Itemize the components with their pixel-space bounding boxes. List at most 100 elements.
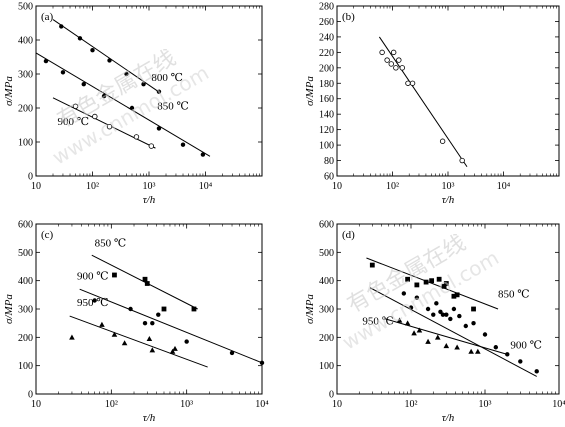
x-tick-label: 10² [386,181,399,192]
data-point [60,70,66,75]
data-point [425,306,431,312]
fit-line [366,257,499,310]
data-point [259,360,265,366]
data-point [149,347,156,353]
data-point [416,327,423,333]
y-tick-label: 200 [18,104,33,115]
data-point [425,338,431,344]
data-point [434,334,441,340]
y-tick-label: 140 [319,110,334,121]
series-a-2 [35,52,211,157]
data-point [169,348,176,354]
data-point [454,344,460,350]
x-tick-label: 10⁴ [552,399,565,410]
data-point [441,283,447,289]
data-point [451,306,457,312]
y-tick-label: 0 [28,172,33,183]
series-annotation: 950 ℃ [77,297,109,309]
x-axis-label: τ/h [143,194,156,206]
data-point [92,298,97,303]
fit-line [69,315,208,368]
data-point [401,291,407,296]
fit-line [79,288,263,364]
data-point [457,313,462,319]
series-annotation: 900 ℃ [77,270,109,282]
y-tick-label: 260 [319,17,334,28]
x-axis-label: τ/h [143,412,156,424]
data-point [411,330,417,336]
data-point [414,295,420,300]
data-point [443,281,449,286]
fit-line [385,318,508,355]
data-point [99,321,105,327]
y-tick-label: 600 [319,220,334,231]
panel-label: (c) [41,229,54,241]
y-tick-label: 240 [319,32,334,43]
data-point [144,281,150,286]
data-point [396,57,402,63]
x-tick-label: 10⁴ [199,181,213,192]
y-tick-label: 160 [319,94,334,105]
data-point [200,152,206,157]
x-axis-label: τ/h [442,194,455,206]
data-point [390,49,397,56]
x-tick-label: 10³ [479,399,492,410]
series-b-1 [378,36,468,168]
series-c-3 [69,315,208,368]
data-point [156,312,161,317]
series-annotation: 850 ℃ [95,238,127,250]
series-annotation: 950 ℃ [362,316,394,328]
fit-line [52,19,161,94]
y-tick-label: 0 [329,390,334,401]
data-point [409,80,416,86]
y-axis-label: σ/MPa [3,294,15,324]
y-tick-label: 120 [319,125,334,136]
data-point [482,332,488,337]
data-point [405,80,411,86]
y-tick-label: 300 [319,305,334,316]
data-point [468,348,474,354]
data-point [142,276,148,282]
series-d-2 [369,287,539,377]
y-tick-label: 180 [319,79,334,90]
data-point [393,65,399,71]
y-tick-label: 400 [18,276,33,287]
data-point [369,262,375,268]
fit-line [52,97,156,149]
data-point [81,82,86,87]
data-point [128,306,133,312]
panel-label: (d) [342,229,355,241]
data-point [451,293,457,299]
data-point [43,58,49,64]
fit-line [378,36,468,168]
data-point [146,335,153,341]
x-tick-label: 10³ [180,399,193,410]
chart-panel-c: 0 100 200 300 400 500 600 10 10² 10³ 10⁴ τ/h σ/MPa (c… [3,220,269,425]
data-point [408,305,414,310]
data-point [440,312,446,317]
data-point [404,320,411,326]
data-point [414,282,420,288]
chart-panel-d: 0 100 200 300 400 500 600 10 10² 10³ 10⁴ τ/h σ/MPa (d… [304,220,565,425]
data-point [518,359,523,364]
y-axis-label: σ/MPa [304,76,316,106]
data-point [471,320,476,326]
y-tick-label: 300 [18,70,33,81]
x-axis-label: τ/h [442,412,455,424]
series-d-1 [366,257,499,312]
panel-label: (b) [342,11,355,23]
data-point [111,331,118,337]
x-tick-label: 10² [86,181,99,192]
data-point [429,278,435,284]
data-point [443,343,450,349]
series-a-3 [52,97,156,149]
data-point [121,340,128,346]
data-point [156,126,162,131]
series-annotation: 900 ℃ [510,340,542,352]
data-point [444,312,449,317]
y-tick-label: 500 [319,248,334,259]
data-point [129,105,135,111]
y-tick-label: 100 [18,361,33,372]
data-point [475,348,481,354]
y-tick-label: 600 [18,220,33,231]
